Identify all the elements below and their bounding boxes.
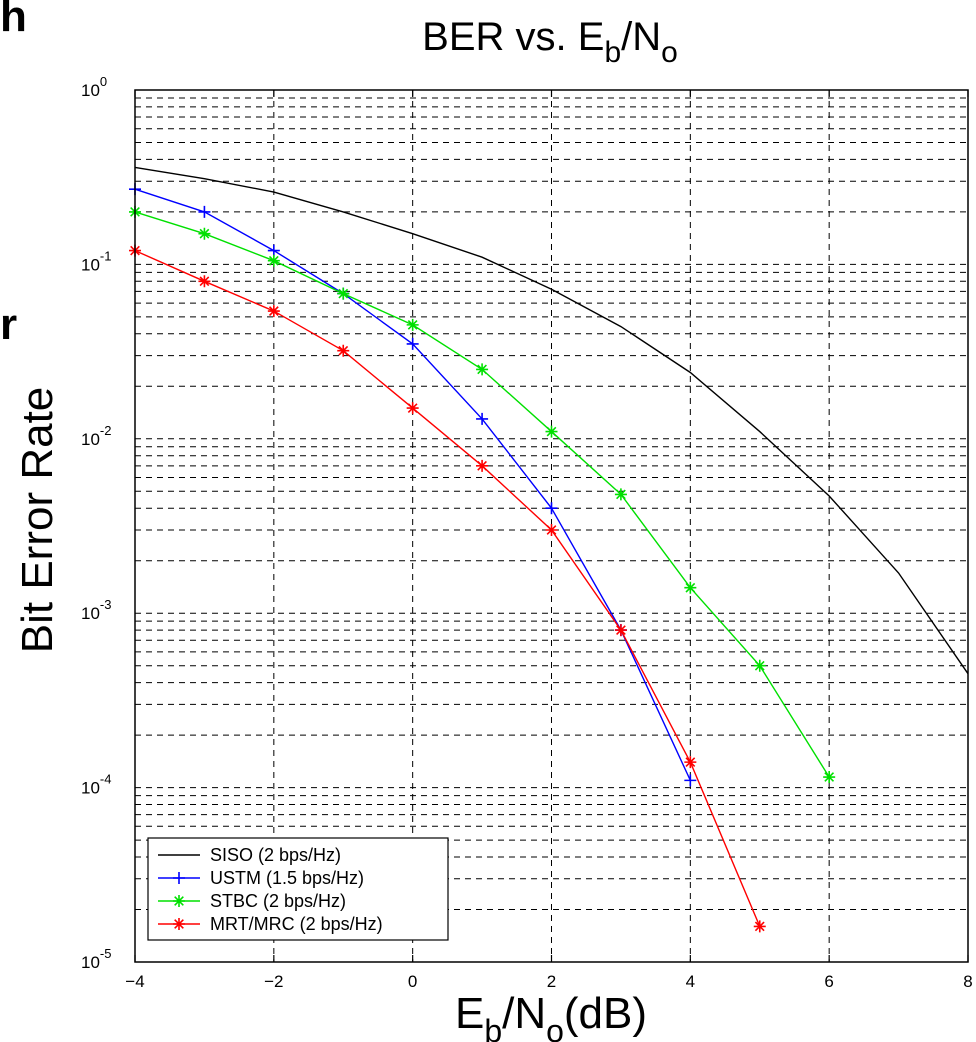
chart-title: BER vs. Eb/No <box>422 15 678 69</box>
x-tick-label: −2 <box>264 972 283 991</box>
x-tick-labels: −4 −2 0 2 4 6 8 <box>125 972 972 991</box>
legend: SISO (2 bps/Hz) USTM (1.5 bps/Hz) STBC (2 … <box>147 837 449 941</box>
data-point-marker <box>406 337 419 350</box>
series-line-3 <box>134 249 761 927</box>
y-tick-label: 10-3 <box>81 597 111 623</box>
y-tick-label: 10-5 <box>81 946 111 972</box>
data-point-marker <box>545 425 558 438</box>
data-point-marker <box>684 756 697 769</box>
data-point-marker <box>545 523 558 536</box>
legend-marker <box>173 872 185 884</box>
series-lines <box>129 166 969 933</box>
series-line-0 <box>134 166 969 675</box>
legend-marker <box>173 918 185 930</box>
legend-item-1: USTM (1.5 bps/Hz) <box>158 868 364 888</box>
data-point-marker <box>198 227 211 240</box>
data-point-marker <box>267 254 280 267</box>
x-tick-label: 2 <box>547 972 556 991</box>
data-point-marker <box>337 344 350 357</box>
data-point-marker <box>753 659 766 672</box>
legend-item-2: STBC (2 bps/Hz) <box>158 891 346 911</box>
data-point-marker <box>337 287 350 300</box>
legend-label: STBC (2 bps/Hz) <box>210 891 346 911</box>
data-point-marker <box>823 771 836 784</box>
data-point-marker <box>476 363 489 376</box>
y-tick-labels: 100 10-1 10-2 10-3 10-4 10-5 <box>81 74 111 972</box>
data-point-marker <box>614 624 627 637</box>
series-2 <box>129 205 836 784</box>
x-tick-label: 0 <box>408 972 417 991</box>
data-point-marker <box>267 305 280 318</box>
y-tick-label: 10-1 <box>81 248 111 274</box>
data-point-marker <box>684 581 697 594</box>
data-point-marker <box>476 459 489 472</box>
tick-marks <box>134 90 969 962</box>
legend-label: MRT/MRC (2 bps/Hz) <box>210 914 383 934</box>
data-point-marker <box>614 488 627 501</box>
legend-item-0: SISO (2 bps/Hz) <box>158 845 341 865</box>
y-tick-label: 100 <box>81 74 107 100</box>
data-point-marker <box>267 244 280 257</box>
series-3 <box>129 244 766 933</box>
data-point-marker <box>684 774 697 787</box>
legend-marker <box>173 895 185 907</box>
legend-label: USTM (1.5 bps/Hz) <box>210 868 364 888</box>
data-point-marker <box>198 205 211 218</box>
data-point-marker <box>753 920 766 933</box>
data-point-marker <box>406 318 419 331</box>
edge-fragment-h: h <box>0 0 27 41</box>
data-point-marker <box>545 502 558 515</box>
x-axis-label: Eb/No(dB) <box>455 989 647 1042</box>
x-tick-label: −4 <box>125 972 144 991</box>
x-tick-label: 8 <box>963 972 972 991</box>
series-0 <box>134 166 969 675</box>
data-point-marker <box>476 412 489 425</box>
edge-fragment-r: r <box>0 300 18 349</box>
y-tick-label: 10-4 <box>81 772 111 798</box>
y-axis-label: Bit Error Rate <box>13 387 62 654</box>
x-tick-label: 4 <box>686 972 695 991</box>
data-point-marker <box>406 402 419 415</box>
legend-item-3: MRT/MRC (2 bps/Hz) <box>158 914 383 934</box>
legend-label: SISO (2 bps/Hz) <box>210 845 341 865</box>
data-point-marker <box>198 275 211 288</box>
x-tick-label: 6 <box>824 972 833 991</box>
y-tick-label: 10-2 <box>81 423 111 449</box>
